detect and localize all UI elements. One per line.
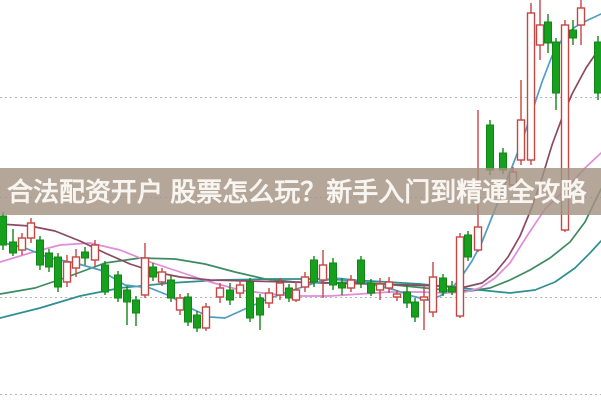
candle-up xyxy=(473,226,483,251)
candle-down xyxy=(0,215,7,246)
candle-down xyxy=(226,289,234,301)
candle-down xyxy=(184,296,192,323)
candle-up xyxy=(201,306,211,329)
candle-down xyxy=(310,259,318,283)
candle-up xyxy=(291,289,301,301)
candles xyxy=(0,0,601,332)
candle-down xyxy=(81,251,89,259)
candle-up xyxy=(17,237,27,251)
candle-down xyxy=(569,29,577,39)
candle-down xyxy=(411,301,419,318)
candle-up xyxy=(428,276,438,313)
candle-down xyxy=(464,234,472,258)
headline-text: 合法配资开户 股票怎么玩？新手入门到精通全攻略 xyxy=(7,176,587,207)
candle-up xyxy=(62,261,72,283)
candle-down xyxy=(132,299,140,314)
candle-down xyxy=(357,259,365,284)
candle-up xyxy=(157,271,167,283)
candle-up xyxy=(275,282,285,296)
candle-down xyxy=(448,286,456,293)
candle-down xyxy=(552,41,560,94)
candle-up xyxy=(560,24,570,231)
candle-up xyxy=(235,284,245,294)
candle-down xyxy=(439,277,447,293)
candle-up xyxy=(535,24,545,46)
candle-down xyxy=(36,239,44,266)
candle-up xyxy=(375,283,385,291)
candle-down xyxy=(544,21,552,44)
candle-up xyxy=(576,7,586,26)
candle-down xyxy=(329,262,337,286)
candle-up xyxy=(346,279,356,289)
candle-up xyxy=(90,244,100,261)
ma-lines xyxy=(0,13,601,319)
ma-steel-blue xyxy=(0,13,601,319)
candle-up xyxy=(300,276,310,288)
candle-up xyxy=(71,256,81,269)
candle-down xyxy=(367,282,375,294)
candle-down xyxy=(338,282,346,289)
candle-down xyxy=(167,279,175,299)
candle-up xyxy=(264,292,274,304)
candle-up xyxy=(175,297,185,311)
candle-up xyxy=(455,236,465,317)
candle-up xyxy=(140,257,150,296)
candle-down xyxy=(486,124,494,171)
candle-down xyxy=(246,281,254,319)
candle-down xyxy=(9,241,17,254)
candle-down xyxy=(114,274,122,299)
candle-up xyxy=(526,12,536,161)
candle-up xyxy=(392,293,402,298)
candle-up xyxy=(26,222,36,239)
candle-down xyxy=(285,287,293,299)
candle-down xyxy=(101,264,109,293)
ma-maroon xyxy=(0,45,601,288)
candle-down xyxy=(54,256,62,288)
candle-down xyxy=(193,314,201,329)
candle-up xyxy=(384,281,394,289)
candle-down xyxy=(123,289,131,303)
ma-orchid-pink xyxy=(0,152,601,297)
candle-up xyxy=(318,264,328,281)
candle-down xyxy=(594,41,601,94)
candle-down xyxy=(403,291,411,304)
candle-up xyxy=(215,287,225,298)
candle-up xyxy=(419,296,429,301)
ma-long-teal xyxy=(0,240,601,319)
candle-down xyxy=(149,266,157,278)
headline-banner: 合法配资开户 股票怎么玩？新手入门到精通全攻略 xyxy=(0,168,601,215)
candle-up xyxy=(516,119,526,161)
candle-down xyxy=(256,297,264,316)
candle-down xyxy=(45,252,53,268)
